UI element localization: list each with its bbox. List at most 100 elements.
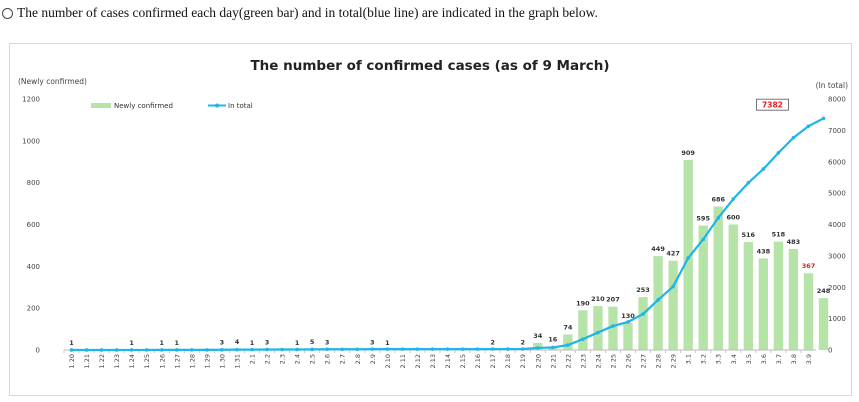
bar (653, 256, 663, 350)
total-point (84, 348, 89, 352)
legend-line-label: In total (228, 102, 253, 110)
total-point (370, 347, 375, 351)
bar-value-label: 427 (666, 250, 680, 258)
total-point (430, 347, 435, 351)
x-tick-label: 2.20 (534, 354, 542, 368)
total-callout-box (756, 98, 789, 111)
total-point (505, 347, 510, 351)
x-tick-label: 2.26 (625, 354, 633, 368)
total-point (551, 345, 555, 350)
bar-value-label: 449 (651, 245, 665, 253)
x-tick-label: 2.14 (444, 354, 452, 368)
x-tick-label: 1.29 (203, 354, 211, 368)
total-point (566, 343, 570, 347)
total-point (265, 347, 269, 352)
total-point (250, 347, 254, 352)
x-tick-label: 1.21 (83, 354, 91, 368)
total-point (535, 346, 540, 350)
total-point (355, 347, 360, 352)
total-point (806, 124, 811, 128)
bar (638, 297, 648, 350)
bar-value-label: 1 (129, 339, 134, 347)
x-tick-label: 2.9 (369, 354, 377, 364)
total-point (445, 347, 450, 351)
bar (803, 273, 814, 350)
total-point (99, 348, 104, 352)
bar (698, 225, 708, 350)
x-tick-label: 3.6 (760, 354, 768, 364)
bar-value-label: 4 (235, 338, 240, 346)
y-tick-label-right: 2000 (828, 284, 846, 292)
x-tick-label: 2.23 (579, 354, 587, 368)
x-tick-label: 1.28 (188, 354, 196, 368)
total-point (791, 135, 796, 140)
total-point (295, 347, 299, 352)
total-point (144, 348, 149, 352)
total-point (656, 298, 660, 302)
x-tick-label: 2.29 (670, 354, 678, 368)
bar-value-label: 34 (533, 332, 543, 340)
bar-value-label: 210 (591, 295, 605, 303)
x-tick-label: 2.7 (339, 354, 347, 364)
bar (758, 258, 769, 350)
x-tick-label: 1.24 (128, 354, 136, 368)
x-tick-label: 1.22 (98, 354, 106, 368)
x-tick-label: 2.8 (354, 354, 362, 364)
bar-value-label: 600 (726, 214, 740, 222)
bar (773, 241, 784, 350)
x-tick-label: 2.6 (324, 354, 332, 364)
x-tick-label: 1.27 (173, 354, 181, 368)
bar-value-label: 2 (490, 339, 495, 347)
y-tick-label-left: 1200 (22, 96, 40, 104)
x-tick-label: 3.8 (790, 354, 798, 364)
total-point (385, 347, 390, 351)
chart-title: The number of confirmed cases (as of 9 M… (250, 58, 609, 74)
bar-value-label: 253 (636, 286, 650, 294)
total-point (190, 348, 194, 352)
total-point (611, 324, 615, 328)
y-tick-label-left: 600 (27, 221, 40, 229)
total-point (761, 167, 766, 171)
bar (788, 248, 799, 350)
x-tick-label: 2.5 (309, 354, 317, 364)
bar-value-label: 1 (295, 339, 300, 347)
x-tick-label: 2.22 (564, 354, 572, 368)
x-tick-label: 2.3 (279, 354, 287, 364)
bar-value-label: 3 (370, 338, 375, 346)
y-tick-label-left: 1000 (22, 137, 40, 145)
x-tick-label: 3.9 (805, 354, 813, 364)
x-tick-label: 2.4 (294, 354, 302, 364)
x-tick-label: 2.17 (489, 354, 497, 368)
total-point (821, 116, 826, 121)
bar (578, 310, 588, 350)
total-point (490, 347, 495, 351)
y-axis-label-right: (In total) (816, 81, 848, 90)
bar-value-label: 909 (681, 149, 695, 157)
total-point (596, 330, 600, 335)
x-tick-label: 2.25 (609, 354, 617, 368)
bar-value-label: 1 (385, 339, 390, 347)
radio-button-icon[interactable] (2, 7, 13, 19)
x-tick-label: 1.25 (143, 354, 151, 368)
x-tick-label: 3.5 (745, 354, 753, 364)
y-tick-label-right: 5000 (828, 190, 846, 198)
chart-legend: Newly confirmed In total (91, 102, 253, 110)
x-tick-label: 3.4 (730, 354, 738, 364)
total-point (641, 312, 645, 316)
x-tick-label: 3.3 (715, 354, 723, 364)
y-tick-label-right: 0 (828, 347, 832, 355)
x-tick-label: 2.28 (655, 354, 663, 368)
bar (623, 322, 633, 350)
x-tick-label: 3.1 (685, 354, 693, 364)
x-tick-label: 2.2 (264, 354, 272, 364)
bar (593, 306, 603, 350)
bar-value-label: 438 (757, 247, 771, 255)
total-point (686, 256, 690, 260)
y-tick-label-left: 800 (27, 179, 40, 187)
total-point (175, 348, 179, 352)
bar-value-label: 483 (787, 238, 801, 246)
y-tick-label-right: 6000 (828, 158, 846, 166)
bar-value-label: 130 (621, 312, 635, 320)
question-label: The number of cases confirmed each day(g… (17, 5, 598, 20)
x-tick-label: 2.11 (399, 354, 407, 368)
